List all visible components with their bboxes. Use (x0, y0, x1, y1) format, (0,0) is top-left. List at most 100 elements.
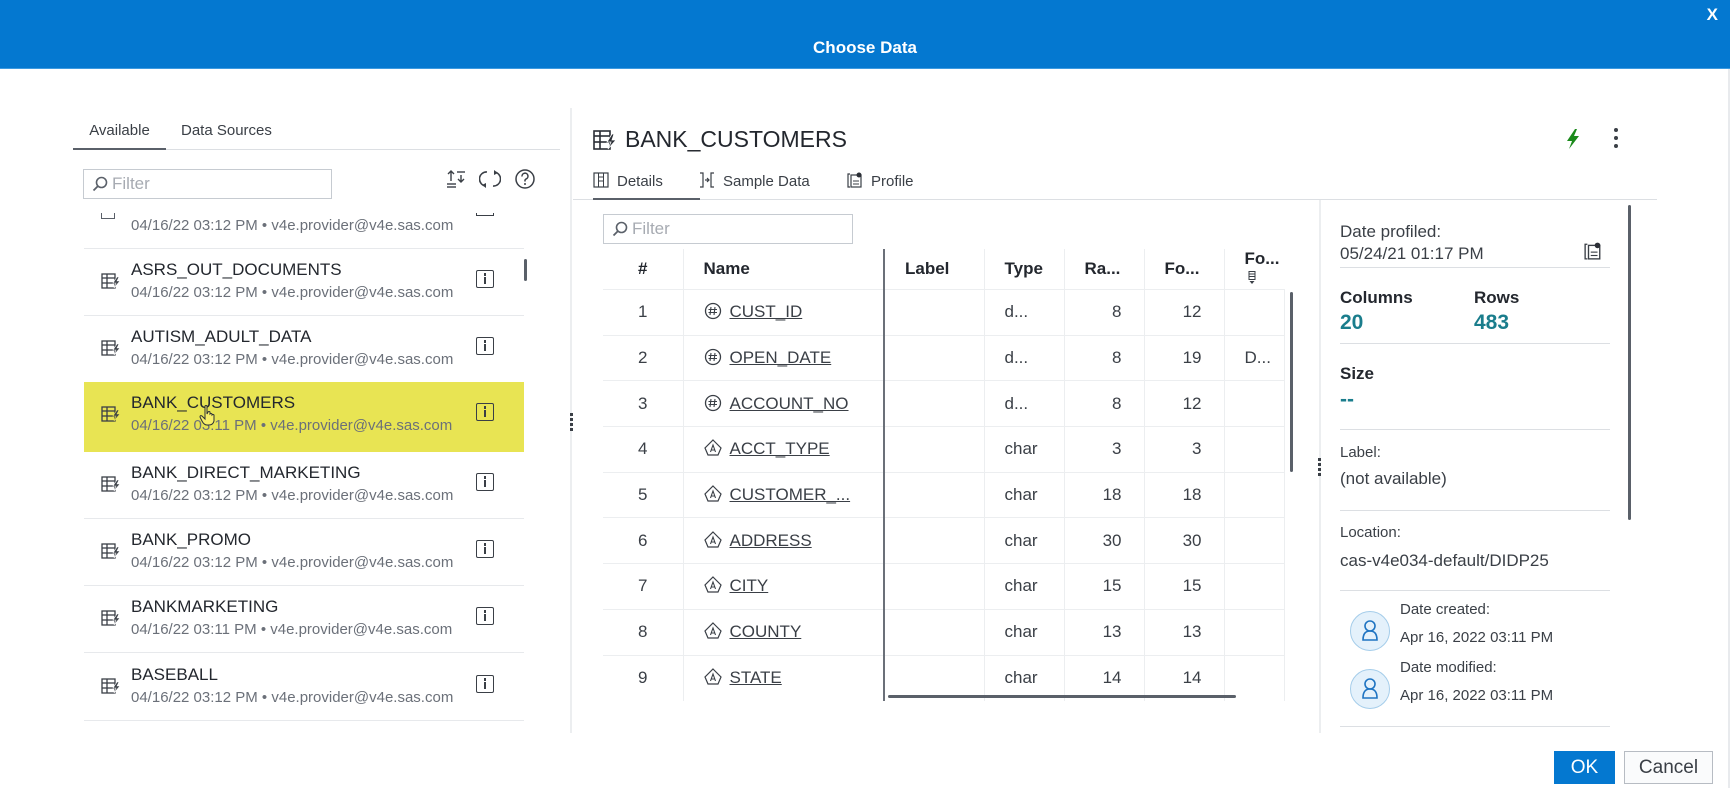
list-item[interactable]: BANKMARKETING 04/16/22 03:11 PM • v4e.pr… (84, 586, 524, 653)
date-profiled-section: Date profiled: 05/24/21 01:17 PM (1340, 200, 1610, 268)
list-item-meta: 04/16/22 03:12 PM • v4e.provider@v4e.sas… (131, 487, 454, 504)
list-item-meta: 04/16/22 03:12 PM • v4e.provider@v4e.sas… (131, 284, 454, 301)
cell-type: d... (984, 289, 1065, 336)
cell-number: 3 (603, 380, 684, 427)
info-icon[interactable] (476, 473, 494, 491)
character-type-icon (703, 439, 722, 457)
column-name-link[interactable]: CITY (729, 576, 769, 596)
list-item[interactable]: AUTISM_ADULT_DATA 04/16/22 03:12 PM • v4… (84, 316, 524, 383)
tab-profile[interactable]: Profile (847, 172, 914, 200)
list-item[interactable]: BANK_PROMO 04/16/22 03:12 PM • v4e.provi… (84, 519, 524, 586)
sort-icon[interactable] (445, 168, 467, 190)
columns-filter-input[interactable] (632, 217, 812, 241)
tab-profile-label: Profile (871, 173, 914, 190)
grid-horizontal-scrollbar[interactable] (888, 695, 1236, 698)
search-icon (612, 221, 628, 237)
cell-name: COUNTY (683, 608, 885, 655)
date-modified-label: Date modified: (1400, 659, 1497, 676)
column-name-link[interactable]: OPEN_DATE (729, 348, 832, 368)
tab-data-sources[interactable]: Data Sources (181, 122, 272, 139)
list-item[interactable]: BASEBALL 04/16/22 03:12 PM • v4e.provide… (84, 654, 524, 721)
table-row[interactable]: 7 CITY char 15 15 (603, 563, 1285, 610)
character-type-icon (703, 622, 722, 639)
table-row[interactable]: 5 CUSTOMER_... char 18 18 (603, 471, 1285, 518)
col-header-format[interactable]: Fo... (1224, 249, 1284, 290)
column-name-link[interactable]: ACCT_TYPE (729, 439, 830, 459)
more-options-icon[interactable] (1612, 128, 1620, 152)
column-name-link[interactable]: CUSTOMER_... (729, 485, 851, 505)
date-profiled-label: Date profiled: (1340, 222, 1442, 241)
refresh-icon[interactable] (479, 168, 501, 190)
close-button[interactable]: X (1706, 5, 1718, 24)
left-filter-input[interactable] (112, 172, 292, 196)
cell-format-length: 14 (1144, 654, 1225, 701)
col-header-label[interactable]: Label (884, 249, 985, 290)
info-icon[interactable] (476, 607, 494, 625)
column-name-link[interactable]: ACCOUNT_NO (729, 393, 849, 413)
grid-vertical-scrollbar[interactable] (1290, 292, 1293, 472)
date-created-label: Date created: (1400, 601, 1491, 618)
profile-icon[interactable] (1584, 242, 1602, 260)
list-item[interactable]: BANK_DIRECT_MARKETING 04/16/22 03:12 PM … (84, 452, 524, 519)
column-name-link[interactable]: STATE (729, 668, 782, 688)
table-row[interactable]: 1 CUST_ID d... 8 12 (603, 289, 1285, 336)
table-row[interactable]: 6 ADDRESS char 30 30 (603, 517, 1285, 564)
column-menu-icon[interactable] (1248, 271, 1256, 285)
col-header-number[interactable]: # (603, 249, 684, 290)
splitter-handle-icon[interactable] (570, 413, 573, 431)
tab-sample-data-label: Sample Data (723, 173, 810, 190)
cell-label (884, 654, 985, 701)
list-item-partial[interactable]: 04/16/22 03:12 PM • v4e.provider@v4e.sas… (84, 205, 524, 249)
tab-available[interactable]: Available (73, 122, 166, 150)
tab-details[interactable]: Details (593, 172, 700, 200)
tab-sample-data[interactable]: Sample Data (699, 172, 810, 200)
table-row[interactable]: 4 ACCT_TYPE char 3 3 (603, 426, 1285, 473)
list-item-name: BANK_PROMO (131, 530, 251, 549)
ok-button[interactable]: OK (1554, 751, 1615, 784)
col-header-format-label: Fo... (1244, 249, 1280, 268)
size-section: Size -- (1340, 344, 1610, 430)
label-value: (not available) (1340, 469, 1447, 488)
cancel-button[interactable]: Cancel (1624, 751, 1713, 784)
help-icon[interactable] (514, 168, 536, 190)
list-item[interactable]: ASRS_OUT_DOCUMENTS 04/16/22 03:12 PM • v… (84, 249, 524, 316)
list-scrollbar[interactable] (524, 259, 527, 281)
col-header-type[interactable]: Type (984, 249, 1065, 290)
column-name-link[interactable]: COUNTY (729, 622, 802, 642)
numeric-type-icon (704, 394, 721, 411)
cell-raw-length: 3 (1064, 426, 1145, 473)
columns-filter (603, 214, 853, 244)
info-icon[interactable] (476, 540, 494, 558)
user-icon (1362, 620, 1378, 641)
lightning-bolt-icon[interactable] (1564, 128, 1582, 150)
cell-name: CUST_ID (683, 289, 885, 336)
properties-splitter[interactable] (1319, 200, 1321, 733)
list-item-selected[interactable]: BANK_CUSTOMERS 04/16/22 03:11 PM • v4e.p… (84, 382, 524, 452)
cas-table-icon (593, 130, 617, 150)
col-header-raw-length[interactable]: Ra... (1064, 249, 1145, 290)
info-icon[interactable] (476, 337, 494, 355)
properties-scrollbar[interactable] (1628, 205, 1631, 520)
cell-name: OPEN_DATE (683, 334, 885, 381)
splitter-handle-icon[interactable] (1318, 458, 1321, 476)
size-value: -- (1340, 388, 1354, 411)
table-row[interactable]: 3 ACCOUNT_NO d... 8 12 (603, 380, 1285, 427)
rows-label: Rows (1474, 288, 1520, 307)
cell-format: D... (1224, 334, 1285, 381)
cell-format (1224, 380, 1285, 427)
info-icon[interactable] (476, 270, 494, 288)
column-name-link[interactable]: CUST_ID (729, 302, 803, 322)
info-icon[interactable] (476, 403, 494, 421)
col-header-format-length[interactable]: Fo... (1144, 249, 1225, 290)
cas-table-icon (101, 610, 121, 626)
column-name-link[interactable]: ADDRESS (729, 530, 812, 550)
col-header-name[interactable]: Name (683, 249, 885, 290)
table-row[interactable]: 2 OPEN_DATE d... 8 19 D... (603, 334, 1285, 381)
list-item-meta: 04/16/22 03:12 PM • v4e.provider@v4e.sas… (131, 351, 454, 368)
info-icon[interactable] (476, 213, 494, 216)
dialog-border (1728, 69, 1730, 788)
table-row[interactable]: 8 COUNTY char 13 13 (603, 608, 1285, 655)
info-icon[interactable] (476, 675, 494, 693)
list-item-meta: 04/16/22 03:11 PM • v4e.provider@v4e.sas… (131, 417, 453, 434)
table-row[interactable]: 9 STATE char 14 14 (603, 654, 1285, 701)
